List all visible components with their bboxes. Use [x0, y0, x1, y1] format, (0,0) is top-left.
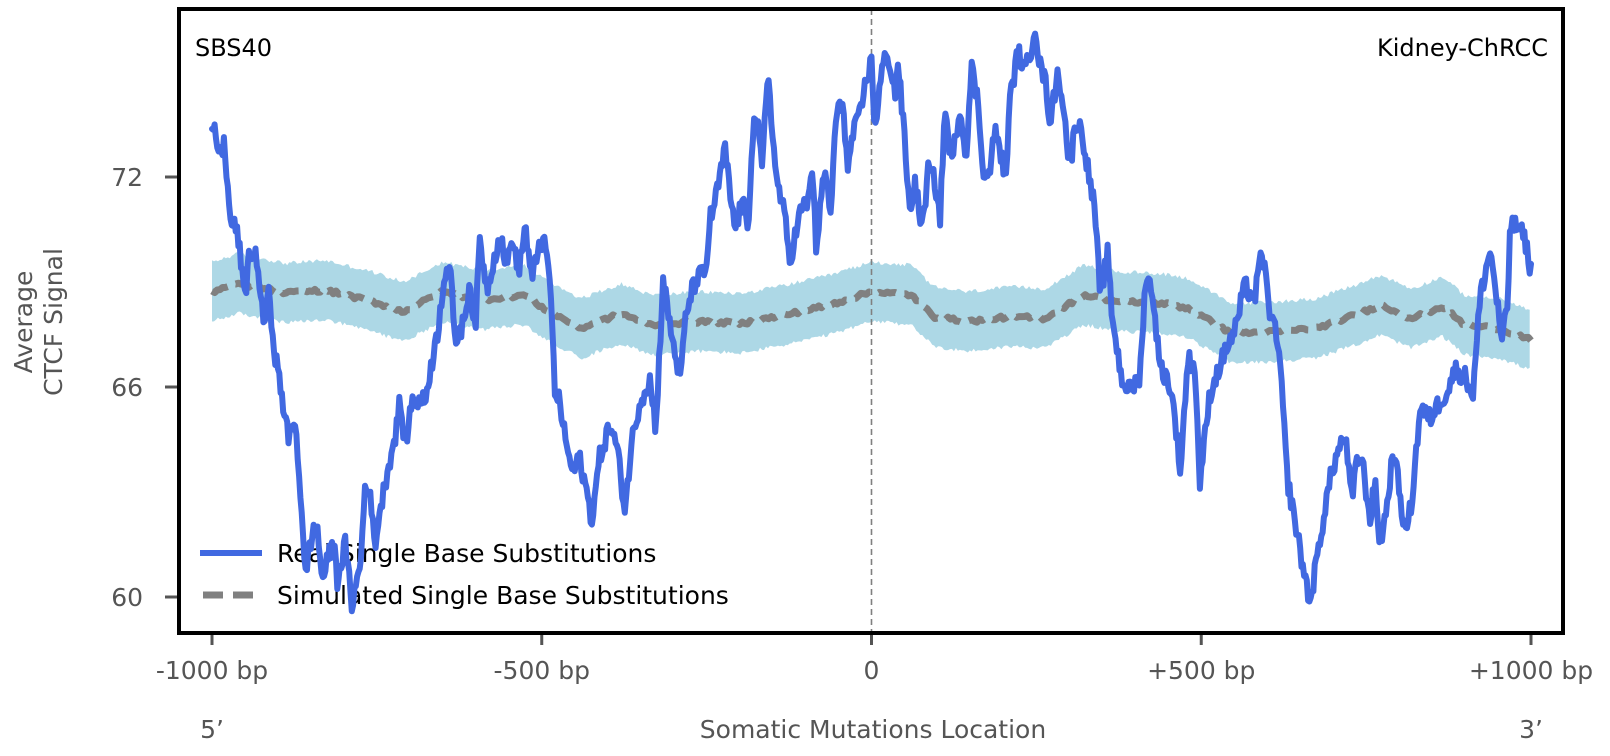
y-axis-ticks: 60 66 72: [111, 163, 177, 612]
y-tick-label: 66: [111, 373, 143, 402]
x-tick-label: -1000 bp: [156, 656, 268, 685]
x-tick-label: +500 bp: [1147, 656, 1255, 685]
y-axis-label-line-1: Average: [9, 271, 38, 374]
x-axis-label: Somatic Mutations Location: [700, 715, 1046, 744]
x-tick-label: -500 bp: [494, 656, 590, 685]
legend-simulated-label: Simulated Single Base Substitutions: [277, 581, 729, 610]
simulated-series-layer: [210, 279, 1534, 343]
real-series-line: [209, 30, 1534, 615]
x-tick-label: 0: [864, 656, 880, 685]
x-tick-label: +1000 bp: [1469, 656, 1593, 685]
x-axis-ticks: -1000 bp -500 bp 0 +500 bp +1000 bp: [156, 635, 1593, 685]
signature-label: SBS40: [195, 34, 272, 62]
y-tick-label: 72: [111, 163, 143, 192]
three-prime-label: 3’: [1519, 715, 1543, 744]
simulated-series-line: [210, 279, 1534, 343]
five-prime-label: 5’: [200, 715, 224, 744]
legend: Real Single Base Substitutions Simulated…: [200, 539, 729, 610]
y-axis-label: Average CTCF Signal: [9, 248, 68, 396]
y-axis-label-line-2: CTCF Signal: [39, 248, 68, 396]
real-series-layer: [209, 30, 1534, 615]
tissue-label: Kidney-ChRCC: [1377, 34, 1548, 62]
plot-frame: [177, 7, 1565, 635]
y-tick-label: 60: [111, 583, 143, 612]
